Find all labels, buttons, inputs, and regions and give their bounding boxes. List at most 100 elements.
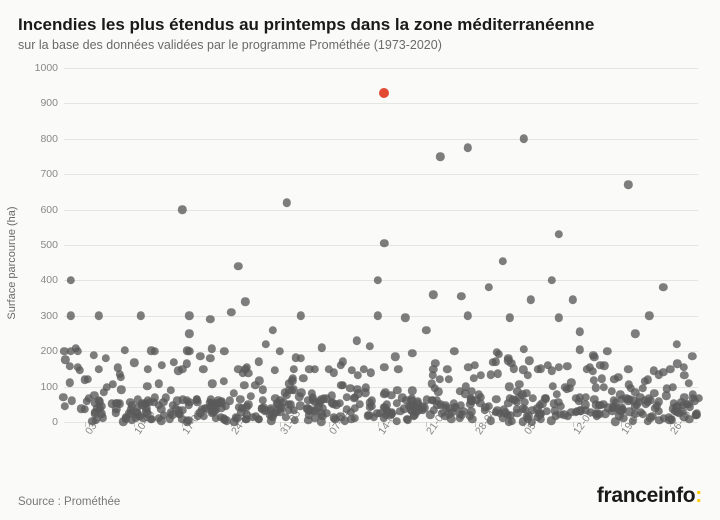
data-point	[582, 393, 590, 401]
data-point	[380, 363, 388, 371]
data-point	[262, 340, 270, 348]
data-point	[624, 181, 632, 189]
data-point	[492, 395, 500, 403]
data-point	[576, 345, 584, 353]
data-point	[662, 392, 670, 400]
data-point	[477, 371, 485, 379]
data-point	[67, 312, 75, 320]
data-point	[527, 296, 535, 304]
data-point	[639, 384, 647, 392]
data-point	[554, 363, 562, 371]
data-point	[255, 358, 263, 366]
data-point	[288, 386, 296, 394]
data-point	[178, 205, 186, 213]
data-point	[98, 414, 106, 422]
data-point	[269, 326, 277, 334]
data-point	[259, 385, 267, 393]
data-point	[373, 276, 381, 284]
data-point	[445, 375, 453, 383]
data-point	[504, 399, 512, 407]
data-point	[611, 417, 619, 425]
data-point	[241, 297, 249, 305]
data-point	[299, 374, 307, 382]
y-tick: 600	[24, 204, 64, 216]
data-point	[499, 257, 507, 265]
plot-region: 0100200300400500600700800900100003-0310-…	[64, 68, 698, 422]
data-point	[150, 347, 158, 355]
data-point	[396, 407, 404, 415]
data-point	[206, 354, 214, 362]
brand-text: franceinfo	[597, 484, 696, 507]
data-point	[196, 352, 204, 360]
data-point	[236, 395, 244, 403]
data-point	[408, 387, 416, 395]
data-point	[379, 88, 389, 98]
data-point	[469, 374, 477, 382]
data-point	[631, 329, 639, 337]
data-point	[317, 395, 325, 403]
data-point	[422, 326, 430, 334]
data-point	[297, 354, 305, 362]
data-point	[67, 276, 75, 284]
data-point	[666, 365, 674, 373]
data-point	[436, 152, 444, 160]
data-point	[669, 383, 677, 391]
data-point	[95, 365, 103, 373]
data-point	[185, 312, 193, 320]
chart-area: Surface parcourue (ha) 01002003004005006…	[18, 62, 702, 464]
grid-line	[64, 103, 698, 104]
data-point	[646, 413, 654, 421]
data-point	[590, 353, 598, 361]
data-point	[471, 361, 479, 369]
data-point	[680, 363, 688, 371]
data-point	[457, 292, 465, 300]
y-tick: 100	[24, 381, 64, 393]
data-point	[642, 400, 650, 408]
data-point	[598, 375, 606, 383]
data-point	[267, 416, 275, 424]
data-point	[283, 198, 291, 206]
data-point	[206, 315, 214, 323]
data-point	[68, 396, 76, 404]
data-point	[608, 387, 616, 395]
data-point	[429, 290, 437, 298]
data-point	[436, 375, 444, 383]
data-point	[554, 313, 562, 321]
data-point	[450, 347, 458, 355]
data-point	[338, 358, 346, 366]
data-point	[276, 347, 284, 355]
data-point	[659, 283, 667, 291]
data-point	[178, 365, 186, 373]
data-point	[464, 143, 472, 151]
data-point	[366, 342, 374, 350]
data-point	[506, 313, 514, 321]
data-point	[408, 349, 416, 357]
data-point	[121, 346, 129, 354]
data-point	[393, 417, 401, 425]
data-point	[247, 392, 255, 400]
data-point	[554, 230, 562, 238]
data-point	[220, 347, 228, 355]
data-point	[311, 365, 319, 373]
data-point	[119, 417, 127, 425]
data-point	[297, 312, 305, 320]
data-point	[130, 359, 138, 367]
y-tick: 700	[24, 168, 64, 180]
y-tick: 800	[24, 133, 64, 145]
data-point	[367, 368, 375, 376]
data-point	[199, 365, 207, 373]
data-point	[525, 356, 533, 364]
data-point	[650, 389, 658, 397]
data-point	[387, 391, 395, 399]
data-point	[185, 400, 193, 408]
data-point	[575, 328, 583, 336]
data-point	[220, 377, 228, 385]
data-point	[167, 386, 175, 394]
grid-line	[64, 68, 698, 69]
y-tick: 400	[24, 274, 64, 286]
data-point	[464, 312, 472, 320]
data-point	[680, 371, 688, 379]
data-point	[136, 312, 144, 320]
data-point	[373, 312, 381, 320]
data-point	[74, 347, 82, 355]
